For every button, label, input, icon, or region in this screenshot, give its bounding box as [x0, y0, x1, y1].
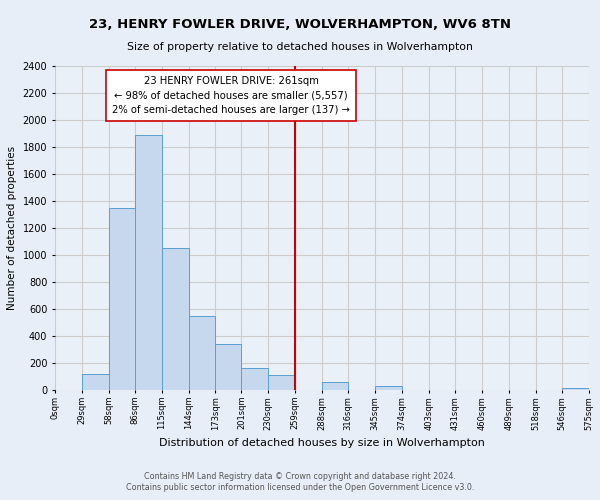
Bar [562, 388, 589, 390]
Text: Size of property relative to detached houses in Wolverhampton: Size of property relative to detached ho… [127, 42, 473, 52]
Bar [135, 135, 161, 390]
Bar [322, 382, 348, 390]
Text: 23 HENRY FOWLER DRIVE: 261sqm
← 98% of detached houses are smaller (5,557)
2% of: 23 HENRY FOWLER DRIVE: 261sqm ← 98% of d… [112, 76, 350, 116]
Bar [268, 376, 295, 390]
X-axis label: Distribution of detached houses by size in Wolverhampton: Distribution of detached houses by size … [159, 438, 485, 448]
Bar [161, 248, 188, 390]
Text: Contains HM Land Registry data © Crown copyright and database right 2024.: Contains HM Land Registry data © Crown c… [144, 472, 456, 481]
Bar [188, 316, 215, 390]
Text: 23, HENRY FOWLER DRIVE, WOLVERHAMPTON, WV6 8TN: 23, HENRY FOWLER DRIVE, WOLVERHAMPTON, W… [89, 18, 511, 30]
Bar [375, 386, 402, 390]
Bar [241, 368, 268, 390]
Bar [82, 374, 109, 390]
Bar [109, 208, 135, 390]
Y-axis label: Number of detached properties: Number of detached properties [7, 146, 17, 310]
Bar [215, 344, 241, 391]
Text: Contains public sector information licensed under the Open Government Licence v3: Contains public sector information licen… [126, 484, 474, 492]
